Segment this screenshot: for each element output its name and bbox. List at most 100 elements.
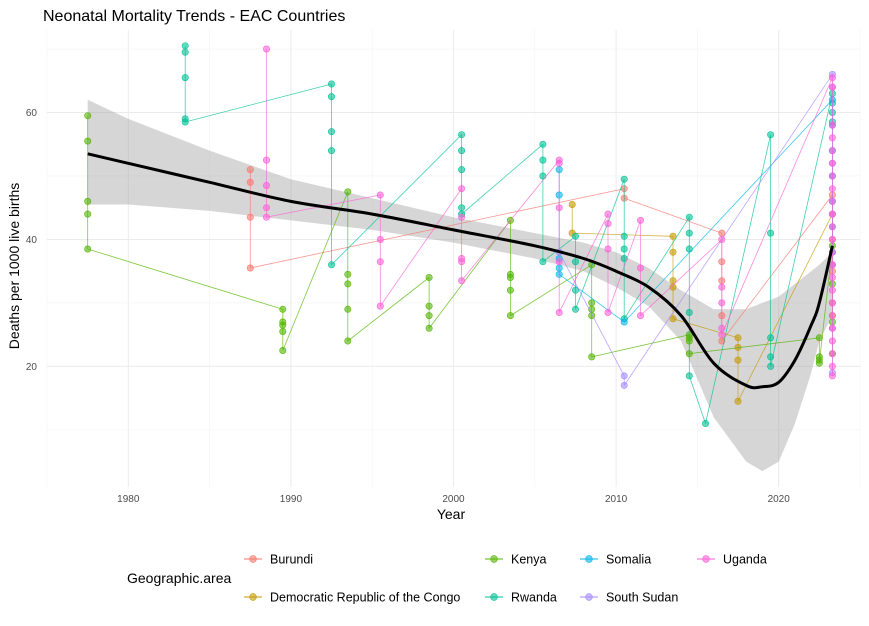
data-point (458, 213, 466, 221)
data-point (718, 331, 726, 339)
data-point (539, 172, 547, 180)
data-point (84, 112, 92, 120)
x-tick-label: 1980 (117, 494, 140, 505)
series-uganda (262, 45, 836, 380)
data-point (669, 248, 677, 256)
data-point (828, 286, 836, 294)
data-point (718, 299, 726, 307)
data-point (685, 213, 693, 221)
data-point (828, 121, 836, 129)
data-point (84, 210, 92, 218)
data-point (828, 350, 836, 358)
data-point (279, 327, 287, 335)
legend-label: Somalia (606, 553, 651, 567)
data-point (828, 299, 836, 307)
data-point (458, 131, 466, 139)
legend-key-point (702, 555, 710, 563)
data-point (718, 283, 726, 291)
data-point (246, 264, 254, 272)
data-point (828, 172, 836, 180)
data-point (828, 134, 836, 142)
legend-key-point (249, 593, 257, 601)
data-point (620, 318, 628, 326)
data-point (767, 334, 775, 342)
legend-label: Burundi (270, 553, 313, 567)
data-point (246, 213, 254, 221)
legend-item-rwanda: Rwanda (485, 591, 557, 605)
data-point (327, 261, 335, 269)
confidence-band (87, 99, 833, 472)
legend-key-point (490, 593, 498, 601)
data-point (425, 273, 433, 281)
data-point (604, 308, 612, 316)
data-point (828, 324, 836, 332)
legend-label: Kenya (511, 553, 546, 567)
data-point (344, 280, 352, 288)
legend-key-point (249, 555, 257, 563)
data-point (279, 346, 287, 354)
legend: Burundi Democratic Republic of the Congo K… (244, 553, 767, 605)
y-tick-label: 60 (26, 108, 38, 119)
data-point (588, 353, 596, 361)
data-point (571, 232, 579, 240)
data-point (604, 210, 612, 218)
data-point (718, 229, 726, 237)
data-point (458, 258, 466, 266)
legend-label: Uganda (723, 553, 767, 567)
data-point (828, 337, 836, 345)
trend-line-layer (87, 152, 834, 390)
data-point (344, 188, 352, 196)
data-point (458, 185, 466, 193)
data-point (555, 308, 563, 316)
data-point (718, 236, 726, 244)
data-point (571, 258, 579, 266)
data-point (246, 178, 254, 186)
data-point (828, 83, 836, 91)
legend-title: Geographic.area (127, 570, 232, 586)
data-point (279, 321, 287, 329)
data-point (669, 283, 677, 291)
data-point (620, 381, 628, 389)
legend-item-burundi: Burundi (244, 553, 313, 567)
data-point (425, 302, 433, 310)
data-point (344, 270, 352, 278)
data-point (669, 232, 677, 240)
data-point (701, 419, 709, 427)
data-point (555, 159, 563, 167)
data-point (376, 191, 384, 199)
data-point (181, 74, 189, 82)
x-axis-title: Year (437, 506, 466, 522)
series-layer (84, 42, 836, 427)
data-point (734, 356, 742, 364)
data-point (344, 337, 352, 345)
data-point (376, 236, 384, 244)
data-point (458, 166, 466, 174)
y-axis-title: Deaths per 1000 live births (6, 183, 22, 350)
data-point (828, 362, 836, 370)
data-point (571, 286, 579, 294)
data-point (604, 245, 612, 253)
legend-item-south-sudan: South Sudan (580, 591, 678, 605)
data-point (555, 258, 563, 266)
data-point (555, 204, 563, 212)
data-point (828, 312, 836, 320)
chart-title: Neonatal Mortality Trends - EAC Countrie… (43, 8, 345, 25)
legend-item-uganda: Uganda (697, 553, 767, 567)
y-tick-label: 20 (26, 362, 38, 373)
legend-label: Rwanda (511, 591, 557, 605)
data-point (458, 147, 466, 155)
legend-key-point (585, 593, 593, 601)
data-point (815, 334, 823, 342)
data-point (767, 229, 775, 237)
data-point (828, 210, 836, 218)
data-point (828, 185, 836, 193)
data-point (815, 359, 823, 367)
data-point (262, 204, 270, 212)
data-point (828, 159, 836, 167)
data-point (376, 258, 384, 266)
data-point (262, 182, 270, 190)
data-point (262, 45, 270, 53)
data-point (828, 372, 836, 380)
data-point (425, 312, 433, 320)
